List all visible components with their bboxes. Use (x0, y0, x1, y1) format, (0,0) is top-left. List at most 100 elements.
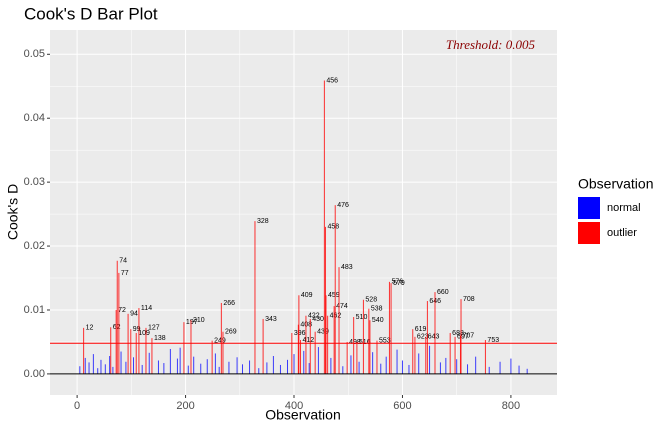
normal-bar (396, 349, 398, 374)
normal-bar (100, 359, 102, 374)
outlier-bar (298, 295, 300, 374)
normal-bar (330, 357, 332, 374)
outlier-bar (414, 336, 416, 374)
normal-bar (350, 355, 352, 374)
y-tick-label: 0.03 (24, 176, 45, 188)
outlier-bar (211, 340, 213, 374)
normal-bar (258, 368, 260, 374)
outlier-bar (338, 267, 340, 374)
normal-bar (401, 360, 403, 374)
outlier-bar (130, 329, 132, 374)
outlier-label: 697 (457, 334, 469, 341)
outlier-bar (346, 341, 348, 374)
outlier-label: 396 (294, 330, 306, 337)
outlier-label: 422 (308, 313, 320, 320)
normal-bar (439, 362, 441, 374)
outlier-label: 109 (138, 330, 150, 337)
outlier-label: 623 (417, 334, 429, 341)
normal-bar (279, 364, 281, 374)
outlier-bar (300, 340, 302, 374)
normal-bar (385, 356, 387, 374)
outlier-bar (333, 306, 335, 374)
outlier-bar (369, 320, 371, 374)
outlier-label: 474 (336, 303, 348, 310)
outlier-label: 99 (133, 326, 141, 333)
x-tick-label: 800 (502, 400, 520, 412)
normal-bar (272, 356, 274, 374)
outlier-bar (388, 281, 390, 374)
outlier-label: 343 (265, 316, 277, 323)
normal-bar (176, 358, 178, 374)
outlier-bar (412, 329, 414, 374)
y-tick-label: 0.01 (24, 304, 45, 316)
normal-bar (163, 363, 165, 374)
outlier-bar (434, 292, 436, 374)
outlier-bar (449, 332, 451, 374)
normal-bar (84, 357, 86, 374)
outlier-bar (110, 327, 112, 374)
outlier-label: 249 (214, 338, 226, 345)
normal-bar (488, 366, 490, 374)
outlier-label: 476 (337, 202, 349, 209)
normal-bar (293, 354, 295, 374)
normal-bar (303, 350, 305, 374)
outlier-label: 540 (372, 317, 384, 324)
outlier-label: 688 (452, 330, 464, 337)
threshold-annotation: Threshold: 0.005 (446, 37, 536, 52)
outlier-bar (324, 226, 326, 374)
outlier-bar (353, 317, 355, 374)
outlier-label: 498 (349, 339, 361, 346)
outlier-label: 576 (391, 279, 403, 286)
outlier-bar (454, 336, 456, 374)
outlier-bar (460, 299, 462, 374)
outlier-bar (118, 272, 120, 374)
normal-bar (104, 364, 106, 374)
legend-key (578, 197, 600, 219)
outlier-label: 708 (463, 296, 475, 303)
outlier-label: 328 (257, 218, 269, 225)
normal-bar (169, 348, 171, 374)
normal-bar (526, 368, 528, 374)
normal-bar (214, 353, 216, 374)
outlier-bar (356, 341, 358, 374)
normal-bar (193, 356, 195, 374)
normal-bar (287, 359, 289, 374)
outlier-label: 269 (225, 329, 237, 336)
outlier-label: 72 (118, 307, 126, 314)
outlier-bar (135, 332, 137, 374)
outlier-label: 114 (141, 305, 152, 312)
normal-bar (228, 361, 230, 374)
normal-bar (342, 366, 344, 374)
normal-bar (92, 354, 94, 374)
normal-bar (120, 351, 122, 374)
outlier-label: 528 (365, 297, 377, 304)
outlier-label: 579 (393, 280, 405, 287)
outlier-label: 516 (359, 339, 371, 346)
outlier-bar (145, 327, 147, 374)
normal-bar (206, 359, 208, 374)
normal-bar (372, 352, 374, 374)
outlier-bar (425, 336, 427, 374)
outlier-label: 127 (148, 325, 160, 332)
normal-bar (467, 364, 469, 374)
outlier-bar (376, 340, 378, 374)
outlier-bar (151, 338, 153, 374)
normal-bar (109, 356, 111, 374)
outlier-label: 553 (379, 338, 391, 345)
normal-bar (179, 347, 181, 374)
outlier-bar (115, 309, 117, 374)
normal-bar (157, 360, 159, 374)
y-tick-label: 0.00 (24, 368, 45, 380)
normal-bar (499, 361, 501, 374)
outlier-label: 459 (328, 292, 340, 299)
normal-bar (266, 362, 268, 374)
outlier-label: 619 (415, 326, 427, 333)
outlier-label: 62 (113, 324, 121, 331)
outlier-bar (327, 315, 329, 374)
normal-bar (133, 357, 135, 374)
normal-bar (475, 356, 477, 374)
legend-label: normal (607, 202, 641, 214)
outlier-label: 660 (437, 289, 449, 296)
outlier-bar (325, 295, 327, 374)
normal-bar (445, 357, 447, 374)
